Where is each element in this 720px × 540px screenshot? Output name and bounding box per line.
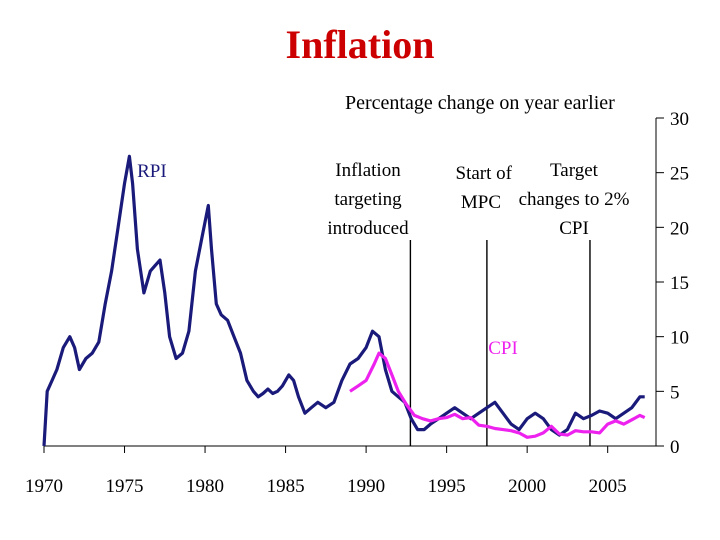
vertical-markers: Inflation targeting introduced Start of MPC T…	[327, 160, 630, 446]
x-tick-label: 1970	[25, 476, 63, 497]
y-tick-label: 0	[670, 437, 680, 458]
y-tick-label: 20	[670, 218, 689, 239]
x-tick-label: 1980	[186, 476, 224, 497]
x-tick-label: 2005	[589, 476, 627, 497]
marker-label-line: changes to 2%	[519, 189, 630, 210]
annotations: RPI CPI	[137, 161, 518, 359]
y-tick-label: 25	[670, 164, 689, 185]
x-tick-label: 2000	[508, 476, 546, 497]
y-tick-label: 30	[670, 109, 689, 130]
x-tick-label: 1985	[267, 476, 305, 497]
x-tick-label: 1990	[347, 476, 385, 497]
marker-label-line: introduced	[327, 218, 409, 239]
chart-title: Inflation	[286, 22, 435, 67]
y-tick-label: 15	[670, 273, 689, 294]
series-layer	[42, 154, 646, 447]
y-tick-label: 5	[670, 382, 680, 403]
x-tick-label: 1995	[428, 476, 466, 497]
marker-label-line: CPI	[559, 218, 589, 239]
marker-label-line: Target	[550, 160, 599, 181]
label-cpi: CPI	[488, 338, 518, 359]
y-tick-label: 10	[670, 328, 689, 349]
axes: 1970 1975 1980 1985 1990 1995 2000 2005 0 5 10 15 20…	[25, 109, 689, 497]
series-line-rpi	[42, 154, 645, 447]
marker-label-line: MPC	[461, 192, 501, 213]
series-line-cpi	[349, 351, 646, 439]
label-rpi: RPI	[137, 161, 167, 182]
chart-subtitle: Percentage change on year earlier	[345, 92, 615, 114]
marker-label-line: targeting	[334, 189, 402, 210]
x-tick-label: 1975	[106, 476, 144, 497]
marker-label-line: Inflation	[335, 160, 401, 181]
marker-label-line: Start of	[456, 163, 513, 184]
